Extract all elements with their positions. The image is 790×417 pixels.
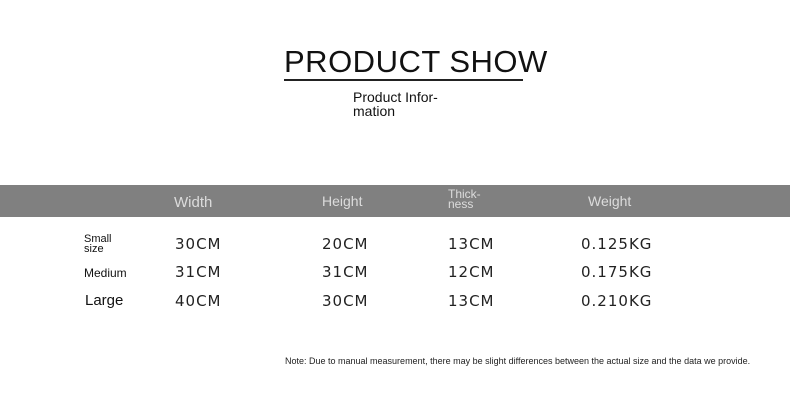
header-weight: Weight: [588, 193, 632, 209]
cell-weight: 0.175KG: [581, 263, 653, 281]
measurement-note: Note: Due to manual measurement, there m…: [285, 356, 751, 366]
subtitle-line: Product Infor-: [353, 89, 438, 105]
cell-thickness: 13CM: [448, 292, 495, 310]
cell-width: 40CM: [175, 292, 222, 310]
cell-weight: 0.125KG: [581, 235, 653, 253]
row-label: Medium: [84, 266, 127, 280]
cell-height: 30CM: [322, 292, 369, 310]
header-width: Width: [174, 194, 213, 211]
subtitle-line: mation: [353, 103, 396, 119]
table-header: Width Height Thick-ness Weight: [0, 185, 790, 217]
cell-height: 31CM: [322, 263, 369, 281]
header-thickness: Thick-ness: [448, 187, 481, 211]
title-underline: [284, 79, 523, 81]
cell-width: 30CM: [175, 235, 222, 253]
cell-weight: 0.210KG: [581, 292, 653, 310]
cell-height: 20CM: [322, 235, 369, 253]
cell-width: 31CM: [175, 263, 222, 281]
header-height: Height: [322, 193, 363, 209]
row-label: Small size: [84, 233, 112, 255]
page-title: PRODUCT SHOW: [284, 44, 548, 79]
subtitle: Product Infor- mation: [353, 90, 438, 118]
cell-thickness: 12CM: [448, 263, 495, 281]
cell-thickness: 13CM: [448, 235, 495, 253]
row-label: Large: [85, 292, 124, 309]
